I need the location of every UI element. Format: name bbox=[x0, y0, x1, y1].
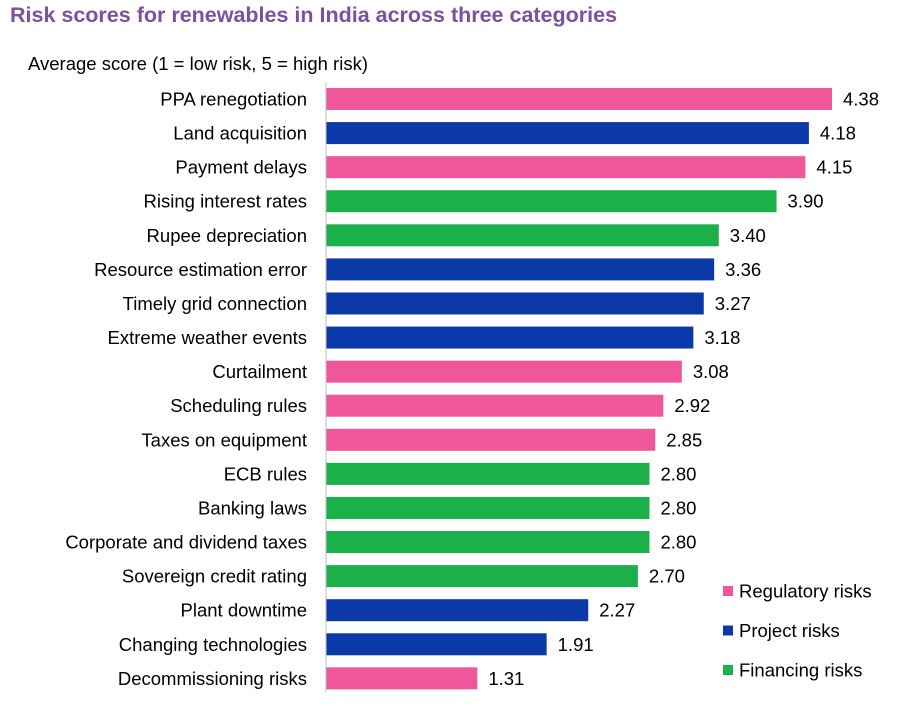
value-label: 4.18 bbox=[820, 123, 856, 144]
legend-label: Project risks bbox=[739, 620, 840, 641]
value-label: 2.80 bbox=[660, 497, 696, 518]
chart-subtitle: Average score (1 = low risk, 5 = high ri… bbox=[28, 53, 368, 74]
bar bbox=[326, 394, 664, 417]
category-label: Taxes on equipment bbox=[141, 429, 307, 450]
category-label: Plant downtime bbox=[181, 600, 307, 621]
category-label: Scheduling rules bbox=[170, 395, 307, 416]
category-label: Sovereign credit rating bbox=[122, 566, 307, 587]
legend-swatch bbox=[723, 586, 733, 596]
bar bbox=[326, 565, 638, 588]
bar bbox=[326, 360, 682, 383]
bar bbox=[326, 190, 777, 213]
bar bbox=[326, 496, 650, 519]
legend-swatch bbox=[723, 625, 733, 636]
category-label: Land acquisition bbox=[173, 123, 307, 144]
bar bbox=[326, 122, 809, 145]
value-label: 3.40 bbox=[730, 225, 766, 246]
legend: Regulatory risks Project risks Financing r… bbox=[723, 581, 872, 681]
category-label: PPA renegotiation bbox=[160, 89, 307, 110]
value-label: 2.85 bbox=[666, 429, 702, 450]
value-label: 2.80 bbox=[660, 532, 696, 553]
bar bbox=[326, 633, 547, 656]
category-label: Decommissioning risks bbox=[118, 668, 307, 689]
chart-title: Risk scores for renewables in India acro… bbox=[10, 3, 618, 27]
bars-group: PPA renegotiation 4.38 Land acquisition 4.1… bbox=[65, 82, 879, 692]
category-label: Banking laws bbox=[198, 497, 307, 518]
bar bbox=[326, 258, 715, 281]
legend-label: Regulatory risks bbox=[739, 581, 872, 602]
value-label: 4.38 bbox=[843, 89, 879, 110]
category-label: Changing technologies bbox=[119, 634, 307, 655]
category-label: Rupee depreciation bbox=[147, 225, 307, 246]
value-label: 3.27 bbox=[715, 293, 751, 314]
category-label: Corporate and dividend taxes bbox=[65, 532, 307, 553]
value-label: 3.36 bbox=[725, 259, 761, 280]
value-label: 2.27 bbox=[599, 600, 635, 621]
value-label: 3.18 bbox=[704, 327, 740, 348]
bar bbox=[326, 224, 719, 247]
category-label: Curtailment bbox=[212, 361, 307, 382]
bar bbox=[326, 428, 656, 451]
value-label: 3.90 bbox=[788, 191, 824, 212]
bar bbox=[326, 156, 806, 179]
bar bbox=[326, 88, 832, 110]
value-label: 2.92 bbox=[674, 395, 710, 416]
category-label: Timely grid connection bbox=[123, 293, 307, 314]
bar bbox=[326, 599, 589, 622]
legend-swatch bbox=[723, 665, 733, 675]
bar bbox=[326, 531, 650, 554]
category-label: Payment delays bbox=[175, 157, 307, 178]
bar bbox=[326, 667, 478, 690]
category-label: Extreme weather events bbox=[108, 327, 307, 348]
bar bbox=[326, 292, 704, 315]
category-label: Resource estimation error bbox=[94, 259, 307, 280]
bar bbox=[326, 326, 694, 349]
value-label: 2.80 bbox=[660, 463, 696, 484]
legend-label: Financing risks bbox=[739, 660, 862, 681]
bar bbox=[326, 462, 650, 485]
value-label: 4.15 bbox=[816, 157, 852, 178]
value-label: 2.70 bbox=[649, 566, 685, 587]
category-label: ECB rules bbox=[224, 463, 307, 484]
value-label: 3.08 bbox=[693, 361, 729, 382]
category-label: Rising interest rates bbox=[144, 191, 307, 212]
value-label: 1.31 bbox=[488, 668, 524, 689]
value-label: 1.91 bbox=[558, 634, 594, 655]
